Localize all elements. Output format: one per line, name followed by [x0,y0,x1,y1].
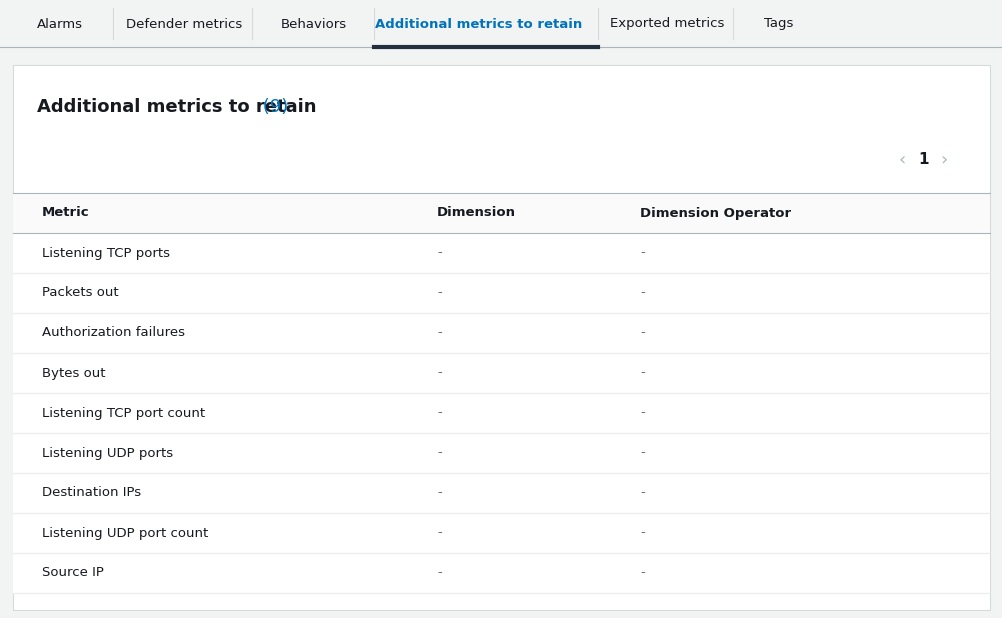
Text: Defender metrics: Defender metrics [125,17,241,30]
Text: -: - [437,326,441,339]
Text: Dimension Operator: Dimension Operator [639,206,791,219]
Bar [13,513,989,553]
Text: Packets out: Packets out [42,287,118,300]
Text: ›: › [940,151,947,169]
Text: Tags: Tags [764,17,793,30]
Text: (9): (9) [258,98,289,116]
Text: Bytes out: Bytes out [42,366,105,379]
Text: Exported metrics: Exported metrics [609,17,723,30]
Text: -: - [437,366,441,379]
Text: Alarms: Alarms [37,17,83,30]
Bar [13,313,989,353]
Text: -: - [437,407,441,420]
Text: -: - [437,287,441,300]
Text: -: - [437,446,441,460]
Text: -: - [639,446,644,460]
Text: ‹: ‹ [898,151,905,169]
Bar [0,0,1002,47]
Text: -: - [437,567,441,580]
Text: Listening UDP port count: Listening UDP port count [42,527,208,540]
Text: Dimension: Dimension [437,206,515,219]
Text: -: - [639,326,644,339]
Text: -: - [639,287,644,300]
Text: Additional metrics to retain: Additional metrics to retain [375,17,582,30]
Text: Additional metrics to retain: Additional metrics to retain [37,98,317,116]
Text: Listening TCP ports: Listening TCP ports [42,247,169,260]
Bar [13,193,989,233]
Text: Destination IPs: Destination IPs [42,486,141,499]
Text: Behaviors: Behaviors [281,17,347,30]
Bar [13,433,989,473]
Text: -: - [437,247,441,260]
Text: 1: 1 [918,153,928,167]
Text: -: - [639,247,644,260]
Bar [13,273,989,313]
Text: -: - [639,407,644,420]
Text: -: - [639,486,644,499]
Bar [13,233,989,273]
Text: Source IP: Source IP [42,567,104,580]
Bar [13,393,989,433]
Bar [13,473,989,513]
Text: Listening TCP port count: Listening TCP port count [42,407,205,420]
Text: -: - [639,366,644,379]
Bar [13,553,989,593]
Text: Listening UDP ports: Listening UDP ports [42,446,173,460]
Text: -: - [639,567,644,580]
Text: Metric: Metric [42,206,89,219]
Text: -: - [437,527,441,540]
Bar [13,353,989,393]
Text: -: - [639,527,644,540]
Text: -: - [437,486,441,499]
Text: Authorization failures: Authorization failures [42,326,184,339]
Bar [13,65,989,610]
